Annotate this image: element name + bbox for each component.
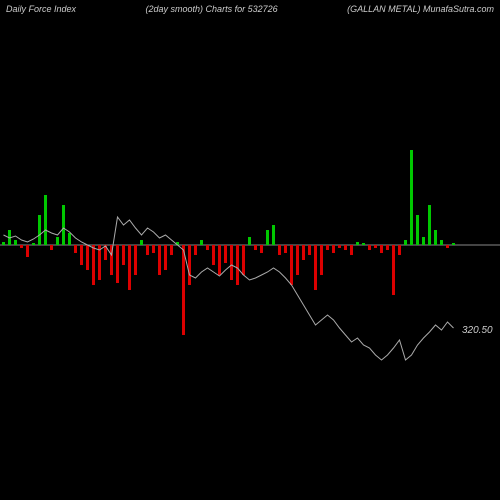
chart-area [0, 20, 500, 500]
chart-header: Daily Force Index (2day smooth) Charts f… [0, 0, 500, 14]
price-value-label: 320.50 [462, 325, 493, 336]
force-index-chart [0, 20, 500, 500]
header-title-mid: (2day smooth) Charts for 532726 [76, 4, 347, 14]
header-title-right: (GALLAN METAL) MunafaSutra.com [347, 4, 494, 14]
header-title-left: Daily Force Index [6, 4, 76, 14]
